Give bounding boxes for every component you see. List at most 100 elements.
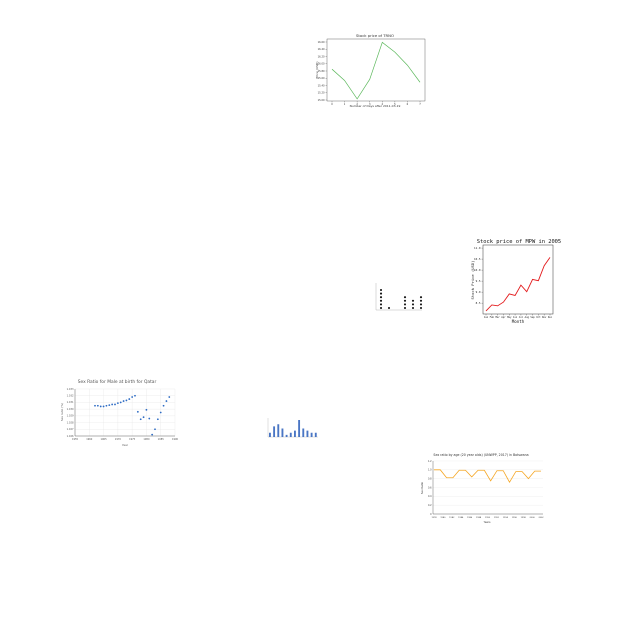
x-tick-label: 1984 <box>458 517 464 519</box>
bar <box>306 430 309 437</box>
y-tick-label: 1.028 <box>67 421 74 424</box>
y-tick-label: 1.031 <box>67 401 74 404</box>
y-tick-label: 0.8 <box>428 477 432 480</box>
x-tick-label: 1978 <box>431 517 437 519</box>
y-tick-label: 8.5 <box>476 301 481 305</box>
x-tick-label: 1982 <box>449 517 455 519</box>
x-tick-label: 2002 <box>538 517 544 519</box>
x-axis: 0 1 2 3 4 5 6 7 <box>331 101 421 106</box>
y-axis-label: Sex Ratio <box>420 481 424 494</box>
x-axis-label: Year <box>122 443 129 447</box>
data-point <box>128 398 131 400</box>
x-tick-label: 7 <box>419 103 421 106</box>
x-tick-label: 1975 <box>129 438 136 441</box>
data-point <box>148 417 151 420</box>
x-tick-label: Jul <box>519 316 524 319</box>
data-point <box>111 403 114 406</box>
bar <box>269 432 271 437</box>
y-tick-label: 10.0 <box>474 268 481 272</box>
x-tick-label: 1970 <box>115 438 122 441</box>
bar <box>294 430 296 437</box>
chart-trno: Stock price of TRNO 15.00 15.20 15.40 15.60… <box>315 33 426 108</box>
data-point <box>142 416 145 419</box>
x-axis-label: Month <box>512 319 525 324</box>
y-tick-label: 9.5 <box>476 279 481 283</box>
x-tick-label: Nov <box>542 316 547 319</box>
data-point <box>156 418 159 421</box>
bar <box>310 432 313 437</box>
x-tick-label: Jun <box>513 316 518 319</box>
y-tick-label: 1.026 <box>67 435 74 438</box>
y-axis-label: Sex ratio (%) <box>60 403 64 421</box>
x-tick-label: 2 <box>356 103 358 106</box>
y-tick-label: 16.40 <box>318 48 325 51</box>
dot-point <box>379 303 383 306</box>
bar <box>289 432 292 437</box>
data-point <box>105 404 108 407</box>
dot-point <box>379 292 383 295</box>
dot-point <box>379 306 383 310</box>
x-tick-label: 0 <box>331 103 333 106</box>
dot-point <box>411 299 415 302</box>
x-tick-label: Dec <box>548 316 553 319</box>
y-tick-label: 1.030 <box>67 408 74 411</box>
y-axis: 1.026 1.027 1.028 1.029 1.030 1.031 1.032 1.033 <box>67 388 74 438</box>
x-tick-label: 4 <box>382 103 384 106</box>
data-point <box>168 396 171 398</box>
y-axis: 15.00 15.20 15.40 15.60 15.80 16.00 16.20 16.40… <box>318 41 327 102</box>
dot-point <box>387 306 391 310</box>
plot-frame <box>326 38 426 102</box>
bar <box>298 420 301 437</box>
x-tick-label: 1998 <box>521 517 527 519</box>
x-tick-label: 1990 <box>485 517 491 519</box>
x-tick-label: Apr <box>501 316 506 319</box>
dot-point <box>419 303 423 306</box>
x-tick-label: 1965 <box>101 438 108 441</box>
x-tick-label: Aug <box>525 316 530 319</box>
dot-point <box>403 296 407 299</box>
dot-point <box>379 288 383 292</box>
x-tick-label: Feb <box>490 316 495 319</box>
y-tick-label: 1.0 <box>428 469 432 472</box>
x-tick-label: 1988 <box>476 517 482 519</box>
x-tick-label: 5 <box>394 103 396 106</box>
x-tick-label: Mar <box>495 316 500 319</box>
x-tick-label: 1990 <box>172 438 179 441</box>
y-tick-label: 15.80 <box>318 70 325 73</box>
y-tick-label: 15.40 <box>318 84 325 87</box>
chart-title: Stock price of MPW in 2005 <box>477 239 561 245</box>
data-point <box>116 402 119 404</box>
x-axis: Jan Feb Mar Apr May Jun Jul Aug Sep Oct Nov Dec <box>484 314 553 319</box>
x-axis: 1978 1980 1982 1984 1986 1988 1990 1992 1994 1996… <box>431 517 544 519</box>
dot-point <box>403 306 407 310</box>
series-line <box>485 257 551 312</box>
y-tick-label: 15.00 <box>318 99 325 102</box>
data-point <box>99 405 102 408</box>
dot-point <box>419 306 423 310</box>
data-point <box>162 404 165 407</box>
dot-point <box>403 299 407 302</box>
data-point <box>94 404 96 407</box>
bar <box>277 424 280 437</box>
x-tick-label: 1955 <box>72 438 79 441</box>
y-axis: 8.5 9.0 9.5 10.0 10.5 11.0 <box>474 246 483 305</box>
x-tick-label: 1994 <box>503 517 509 519</box>
series-bars <box>269 420 317 437</box>
y-tick-label: 1.033 <box>67 388 74 391</box>
chart-title: Stock price of TRNO <box>356 33 394 38</box>
y-tick-label: 1.032 <box>67 395 74 398</box>
data-point <box>102 405 105 408</box>
y-tick-label: 9.0 <box>476 290 481 294</box>
data-point <box>131 396 134 398</box>
data-point <box>159 411 162 414</box>
y-axis-label: Price (USD) <box>315 61 319 78</box>
y-tick-label: 1.2 <box>428 460 432 463</box>
x-axis-label: Years <box>484 520 491 524</box>
x-tick-label: 1960 <box>86 438 93 441</box>
chart-title: Sex ratio by age (20 year olds) (UNWPP, … <box>433 453 528 457</box>
bar <box>302 428 305 437</box>
data-point <box>122 400 125 402</box>
x-tick-label: Sep <box>530 316 535 319</box>
y-tick-label: 0.4 <box>428 495 432 498</box>
y-tick-label: 0.2 <box>428 504 432 507</box>
